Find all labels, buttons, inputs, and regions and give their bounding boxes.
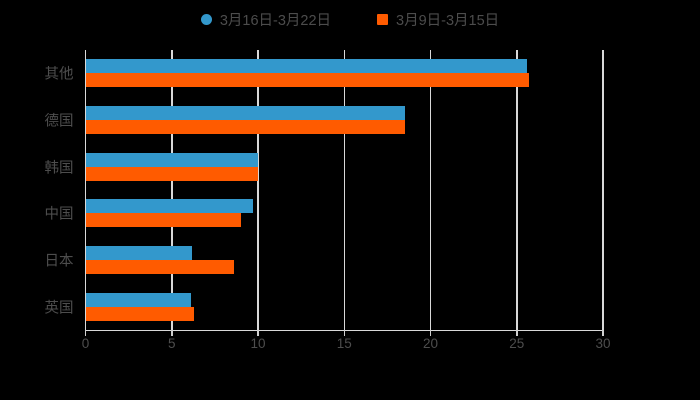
gridline (602, 50, 604, 330)
gridline (257, 50, 259, 330)
gridline (516, 50, 518, 330)
bar[interactable] (85, 120, 405, 134)
gridline (343, 50, 345, 330)
bar[interactable] (85, 213, 241, 228)
x-tick-label: 30 (595, 336, 611, 351)
bar[interactable] (85, 292, 191, 307)
chart-legend: 3月16日-3月22日 3月9日-3月15日 (0, 8, 700, 30)
bar-group: 日本 (45, 246, 604, 274)
y-axis-category-label: 英国 (44, 300, 74, 317)
bar-group: 韩国 (45, 152, 604, 181)
gridline (171, 50, 173, 330)
x-tick-label: 0 (81, 336, 90, 351)
bar[interactable] (85, 106, 405, 120)
x-tick-mark (257, 330, 259, 336)
bar-group: 其他 (45, 59, 604, 88)
y-axis-line (84, 50, 86, 330)
bar-group: 德国 (45, 106, 604, 134)
bar[interactable] (85, 199, 253, 214)
x-tick-mark (343, 330, 345, 336)
legend-square-marker-icon (377, 13, 389, 25)
legend-item-series-1[interactable]: 3月16日-3月22日 (200, 9, 332, 30)
y-axis-category-label: 中国 (44, 206, 74, 223)
plot-area: 0 5 10 15 20 25 30 其他德国韩国中国日本英国 (45, 50, 611, 351)
legend-circle-marker-icon (200, 13, 212, 25)
gridline (429, 50, 432, 330)
y-axis-category-label: 韩国 (44, 160, 74, 177)
legend-label-series-2: 3月9日-3月15日 (396, 12, 500, 29)
y-axis-category-label: 日本 (44, 253, 74, 270)
x-tick-label: 20 (422, 336, 439, 351)
bar[interactable] (85, 246, 193, 260)
x-tick-mark (516, 330, 518, 336)
x-tick-label: 5 (167, 336, 176, 351)
x-tick-label: 10 (250, 336, 266, 351)
bar[interactable] (85, 152, 258, 167)
bar[interactable] (85, 59, 528, 74)
bar[interactable] (85, 260, 234, 274)
y-axis-category-label: 德国 (44, 113, 74, 130)
bar-group: 中国 (45, 199, 604, 228)
x-tick-mark (171, 330, 173, 336)
x-tick-label: 15 (336, 336, 352, 351)
x-tick-mark (84, 330, 87, 336)
x-tick-mark (429, 330, 432, 336)
legend-label-series-1: 3月16日-3月22日 (219, 12, 332, 29)
bar[interactable] (85, 166, 258, 181)
legend-item-series-2[interactable]: 3月9日-3月15日 (377, 9, 499, 30)
y-axis-category-label: 其他 (44, 66, 74, 83)
bar[interactable] (85, 73, 529, 88)
x-tick-label: 25 (509, 336, 525, 351)
bar[interactable] (85, 306, 195, 321)
x-tick-mark (602, 330, 604, 336)
bar-group: 英国 (45, 292, 604, 321)
